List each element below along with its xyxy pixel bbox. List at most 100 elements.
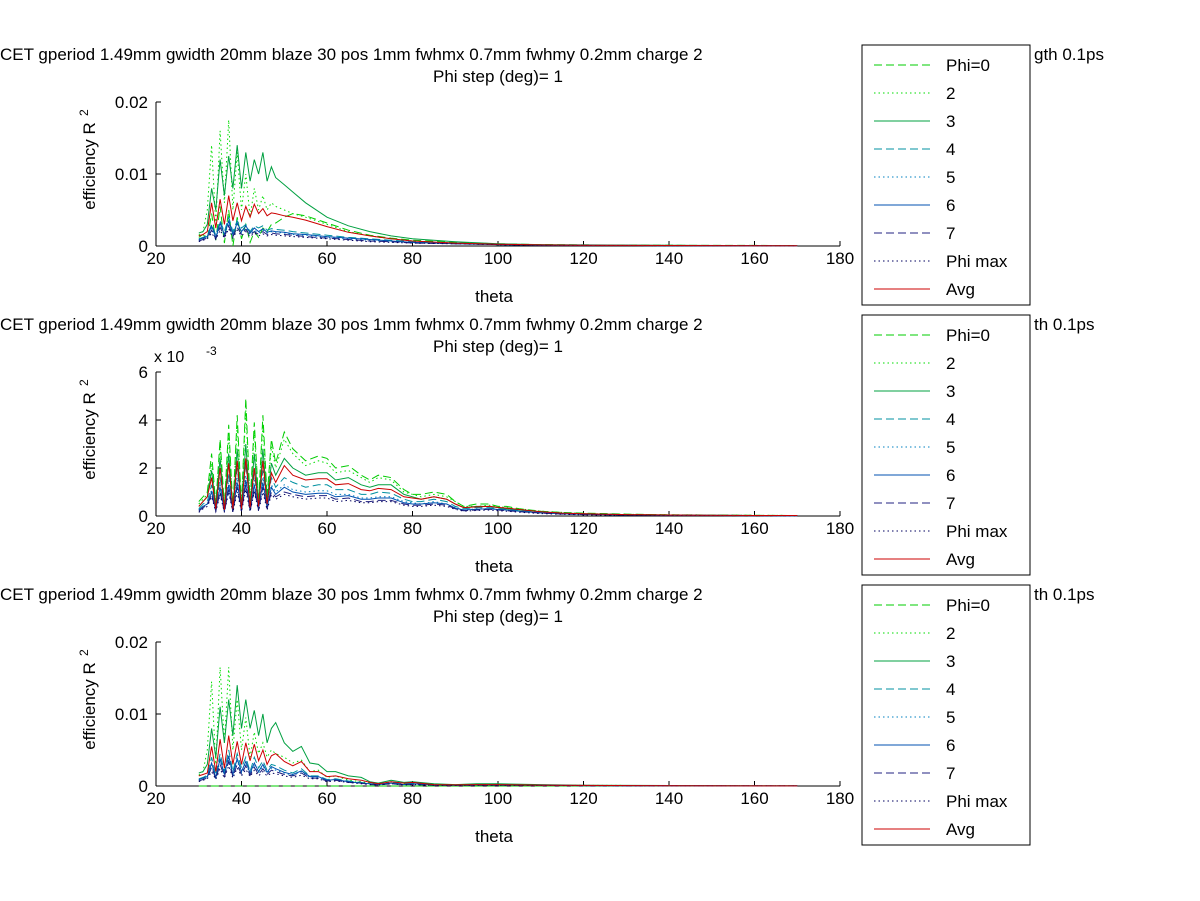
x-tick-label: 100 [484, 519, 512, 538]
x-tick-label: 100 [484, 789, 512, 808]
legend-label: 5 [946, 168, 955, 187]
x-tick-label: 60 [318, 249, 337, 268]
legend-label: 6 [946, 196, 955, 215]
x-tick-label: 20 [147, 519, 166, 538]
x-tick-label: 160 [740, 249, 768, 268]
legend-frame [861, 584, 1031, 846]
x-tick-label: 100 [484, 249, 512, 268]
x-tick-label: 140 [655, 789, 683, 808]
y-axis-multiplier-exponent: -3 [206, 344, 217, 358]
series-line-4 [198, 749, 798, 787]
x-tick-label: 40 [232, 789, 251, 808]
chart-title-tail: th 0.1ps [1034, 315, 1095, 334]
legend-label: 6 [946, 736, 955, 755]
legend-label: 4 [946, 410, 955, 429]
series-line-7 [198, 759, 798, 787]
chart-subtitle: Phi step (deg)= 1 [433, 337, 563, 356]
x-axis-label: theta [475, 287, 513, 306]
x-tick-label: 180 [826, 519, 854, 538]
legend-label: Phi max [946, 252, 1008, 271]
y-tick-label: 0.02 [115, 633, 148, 652]
legend-label: Phi max [946, 522, 1008, 541]
legend-label: Avg [946, 820, 975, 839]
chart-title: CET gperiod 1.49mm gwidth 20mm blaze 30 … [0, 315, 703, 334]
legend-label: Phi=0 [946, 56, 990, 75]
x-tick-label: 40 [232, 249, 251, 268]
x-tick-label: 120 [569, 519, 597, 538]
legend-label: 3 [946, 652, 955, 671]
legend-label: 4 [946, 140, 955, 159]
x-tick-label: 180 [826, 789, 854, 808]
chart-title: CET gperiod 1.49mm gwidth 20mm blaze 30 … [0, 45, 703, 64]
legend-label: 2 [946, 354, 955, 373]
series-line-1 [198, 398, 798, 516]
series-line-8 [198, 764, 798, 787]
legend-label: 3 [946, 382, 955, 401]
x-tick-label: 80 [403, 789, 422, 808]
x-tick-label: 80 [403, 249, 422, 268]
y-axis-label-superscript: 2 [77, 109, 91, 116]
y-axis-label: efficiency R [80, 122, 99, 210]
legend-label: 7 [946, 494, 955, 513]
legend-label: 2 [946, 84, 955, 103]
y-tick-label: 0.02 [115, 93, 148, 112]
y-tick-label: 6 [139, 363, 148, 382]
chart-panel-2: CET gperiod 1.49mm gwidth 20mm blaze 30 … [0, 314, 1095, 576]
series-line-2 [198, 119, 798, 247]
y-tick-label: 0 [139, 237, 148, 256]
x-tick-label: 120 [569, 789, 597, 808]
y-tick-label: 0.01 [115, 165, 148, 184]
series-line-3 [198, 443, 798, 516]
y-tick-label: 4 [139, 411, 148, 430]
legend-frame [861, 314, 1031, 576]
x-tick-label: 40 [232, 519, 251, 538]
y-axis-label: efficiency R [80, 662, 99, 750]
legend-box: Phi=0 2 3 4 5 6 7 Phi max Avg [861, 44, 1031, 306]
x-tick-label: 80 [403, 519, 422, 538]
x-axis-label: theta [475, 827, 513, 846]
y-axis-label-superscript: 2 [77, 379, 91, 386]
x-tick-label: 20 [147, 249, 166, 268]
chart-subtitle: Phi step (deg)= 1 [433, 607, 563, 626]
y-axis-label: efficiency R [80, 392, 99, 480]
series-line-3 [198, 145, 798, 247]
chart-title-tail: gth 0.1ps [1034, 45, 1104, 64]
series-line-8 [198, 489, 798, 517]
chart-panel-1: CET gperiod 1.49mm gwidth 20mm blaze 30 … [0, 44, 1104, 306]
x-tick-label: 120 [569, 249, 597, 268]
chart-title: CET gperiod 1.49mm gwidth 20mm blaze 30 … [0, 585, 703, 604]
chart-title-tail: th 0.1ps [1034, 585, 1095, 604]
x-tick-label: 180 [826, 249, 854, 268]
legend-label: 2 [946, 624, 955, 643]
series-line-7 [198, 224, 798, 247]
y-axis-label-superscript: 2 [77, 649, 91, 656]
y-axis-multiplier: x 10 [154, 349, 184, 366]
legend-label: Avg [946, 550, 975, 569]
legend-label: Phi max [946, 792, 1008, 811]
x-tick-label: 140 [655, 249, 683, 268]
x-tick-label: 140 [655, 519, 683, 538]
legend-label: 5 [946, 438, 955, 457]
chart-subtitle: Phi step (deg)= 1 [433, 67, 563, 86]
legend-label: 3 [946, 112, 955, 131]
x-tick-label: 160 [740, 789, 768, 808]
legend-label: 5 [946, 708, 955, 727]
series-line-3 [198, 685, 798, 787]
legend-label: Phi=0 [946, 326, 990, 345]
y-tick-label: 0.01 [115, 705, 148, 724]
legend-label: 4 [946, 680, 955, 699]
series-line-2 [198, 667, 798, 787]
series-line-9 [198, 195, 798, 247]
series-line-9 [198, 458, 798, 516]
series-line-4 [198, 215, 798, 247]
y-tick-label: 0 [139, 777, 148, 796]
y-tick-label: 2 [139, 459, 148, 478]
y-tick-label: 0 [139, 507, 148, 526]
legend-label: Avg [946, 280, 975, 299]
legend-box: Phi=0 2 3 4 5 6 7 Phi max Avg [861, 314, 1031, 576]
legend-label: 6 [946, 466, 955, 485]
x-tick-label: 20 [147, 789, 166, 808]
series-line-9 [198, 735, 798, 787]
x-tick-label: 60 [318, 519, 337, 538]
